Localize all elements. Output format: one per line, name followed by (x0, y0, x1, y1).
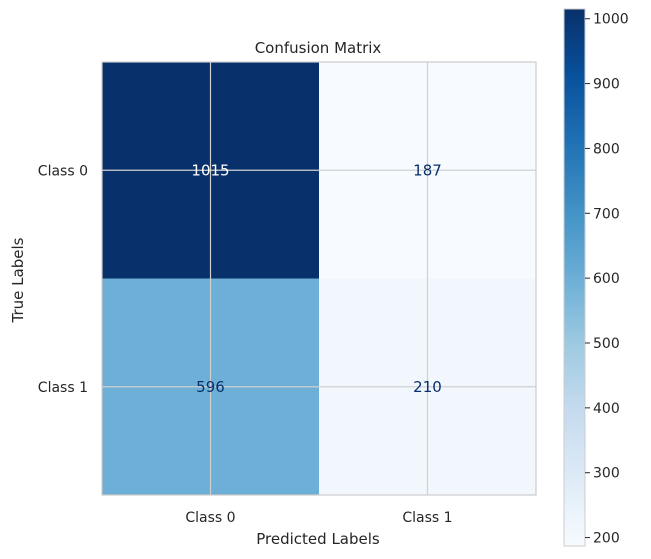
cell-value-label: 187 (413, 161, 442, 179)
x-tick-label: Class 0 (185, 510, 235, 526)
x-tick-labels: Class 0 Class 1 (185, 510, 452, 526)
y-tick-label: Class 1 (38, 380, 88, 396)
colorbar-tick-label: 600 (593, 271, 620, 287)
cell-value-labels: 1015 187 596 210 (191, 161, 441, 396)
plot-frame (101, 61, 537, 496)
colorbar-tick-label: 500 (593, 336, 620, 352)
colorbar-tick-label: 800 (593, 141, 620, 157)
colorbar (563, 8, 586, 547)
cell-value-label: 1015 (191, 161, 229, 179)
colorbar-tick-label: 1000 (593, 12, 629, 28)
chart-title: Confusion Matrix (255, 39, 382, 57)
x-tick-label: Class 1 (402, 510, 452, 526)
y-tick-label: Class 0 (38, 163, 88, 179)
colorbar-tick-label: 400 (593, 401, 620, 417)
colorbar-ticks: 200 300 400 500 600 700 800 900 1000 (585, 12, 629, 547)
colorbar-tick-label: 700 (593, 206, 620, 222)
colorbar-tick-label: 300 (593, 466, 620, 482)
colorbar-tick-label: 200 (593, 531, 620, 547)
colorbar-tick-label: 900 (593, 77, 620, 93)
grid-lines (102, 62, 536, 495)
y-axis-label: True Labels (9, 237, 27, 323)
x-axis-label: Predicted Labels (256, 530, 380, 548)
heatmap-cells (102, 62, 536, 495)
cell-value-label: 596 (196, 378, 225, 396)
y-tick-labels: Class 0 Class 1 (38, 163, 88, 396)
cell-value-label: 210 (413, 378, 442, 396)
